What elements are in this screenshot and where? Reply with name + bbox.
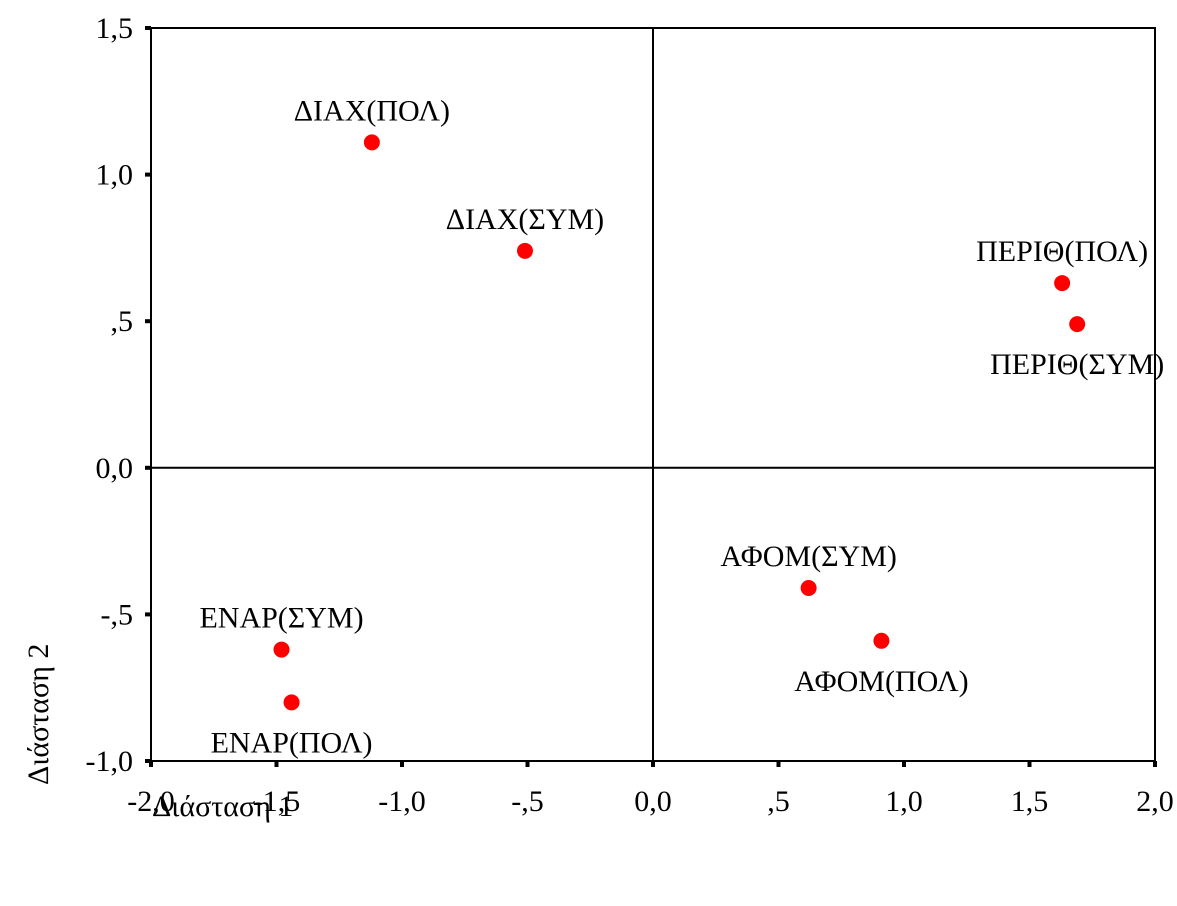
data-point-label: ΕΝΑΡ(ΠΟΛ) xyxy=(211,726,373,759)
data-point-label: ΠΕΡΙΘ(ΣΥΜ) xyxy=(990,348,1164,381)
data-point xyxy=(1069,316,1086,333)
x-axis: -2,0 -1,5 -1,0 -,5 0,0 ,5 1,0 1,5 2,0 xyxy=(127,761,1174,818)
data-point xyxy=(800,580,817,597)
y-tick-label: ,5 xyxy=(111,305,134,338)
x-tick-label: -1,5 xyxy=(253,785,301,818)
data-point xyxy=(516,242,533,259)
y-tick-label: 0,0 xyxy=(96,452,134,485)
x-tick xyxy=(1153,761,1157,767)
data-point-label: ΔΙΑΧ(ΣΥΜ) xyxy=(446,203,604,236)
y-tick-label: 1,0 xyxy=(96,159,134,192)
x-tick xyxy=(525,761,530,767)
x-tick-label: -,5 xyxy=(511,785,544,818)
x-tick-label: 1,5 xyxy=(1011,785,1049,818)
data-point xyxy=(273,641,290,658)
data-point xyxy=(873,632,890,649)
y-axis-title: Διάσταση 2 xyxy=(22,644,55,785)
x-tick-label: -2,0 xyxy=(127,785,175,818)
y-tick xyxy=(145,465,151,470)
y-tick xyxy=(145,612,151,617)
data-point-label: ΠΕΡΙΘ(ΠΟΛ) xyxy=(976,235,1148,268)
x-tick xyxy=(274,761,279,767)
x-tick xyxy=(651,761,655,767)
reference-lines xyxy=(151,28,1155,761)
point-labels: ΔΙΑΧ(ΠΟΛ) ΔΙΑΧ(ΣΥΜ) ΠΕΡΙΘ(ΠΟΛ) ΠΕΡΙΘ(ΣΥΜ) ΑΦ… xyxy=(199,94,1164,759)
y-tick xyxy=(145,319,151,324)
data-points xyxy=(273,134,1086,711)
y-tick xyxy=(145,26,151,30)
data-point xyxy=(363,134,380,151)
x-tick xyxy=(400,761,404,767)
x-tick xyxy=(776,761,781,767)
y-tick-label: -1,0 xyxy=(86,745,134,778)
data-point xyxy=(283,694,300,711)
x-tick-label: -1,0 xyxy=(378,785,426,818)
data-point-label: ΑΦΟΜ(ΣΥΜ) xyxy=(720,540,896,573)
data-point-label: ΑΦΟΜ(ΠΟΛ) xyxy=(794,665,968,698)
x-tick-label: 2,0 xyxy=(1136,785,1174,818)
data-point xyxy=(1054,275,1071,292)
y-tick-label: 1,5 xyxy=(96,12,134,45)
x-tick-label: 1,0 xyxy=(885,785,923,818)
x-tick xyxy=(149,761,153,767)
x-tick xyxy=(1027,761,1032,767)
data-point-label: ΔΙΑΧ(ΠΟΛ) xyxy=(294,94,450,127)
data-point-label: ΕΝΑΡ(ΣΥΜ) xyxy=(199,602,363,635)
x-tick xyxy=(902,761,906,767)
x-tick-label: 0,0 xyxy=(634,785,672,818)
x-tick-label: ,5 xyxy=(767,785,790,818)
y-axis: -1,0 -,5 0,0 ,5 1,0 1,5 xyxy=(86,12,151,778)
y-tick-label: -,5 xyxy=(101,598,134,631)
y-tick xyxy=(145,759,151,763)
y-tick xyxy=(145,172,151,177)
x-axis-title: Διάσταση 1 xyxy=(152,790,293,823)
